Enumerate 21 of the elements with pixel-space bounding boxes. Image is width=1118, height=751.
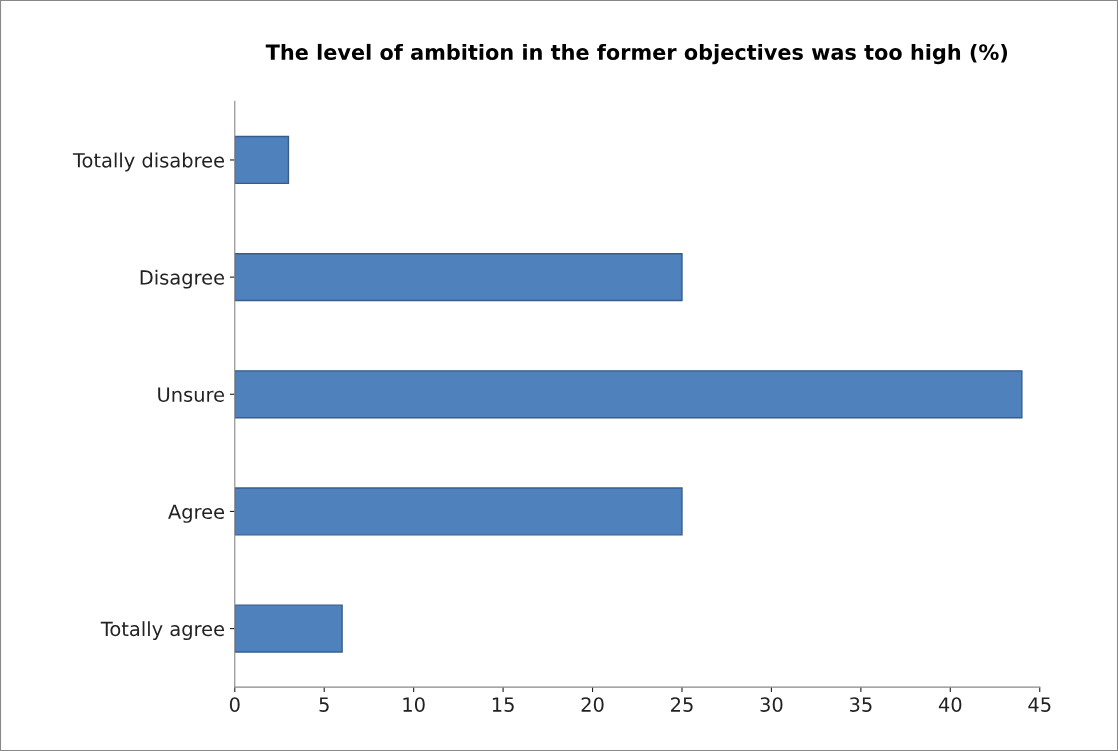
x-tick-label: 0 — [229, 697, 240, 712]
x-tick-label: 25 — [671, 697, 693, 712]
x-tick-label: 30 — [760, 697, 783, 712]
x-tick-label: 10 — [403, 697, 425, 712]
y-tick-label: Disagree — [140, 269, 225, 289]
x-tick-label: 40 — [938, 697, 962, 712]
y-tick-label: Totally disabree — [72, 152, 225, 172]
bar — [234, 370, 1023, 419]
bar — [234, 135, 290, 185]
x-tick-label: 5 — [319, 697, 329, 712]
y-tick-label: Totally agree — [100, 621, 225, 641]
x-tick-label: 45 — [1028, 697, 1051, 712]
y-tick-label: Unsure — [158, 387, 225, 402]
x-tick-label: 20 — [581, 697, 604, 712]
bar — [234, 604, 343, 653]
bar — [234, 487, 683, 536]
x-tick-label: 15 — [492, 697, 514, 712]
y-tick-label: Agree — [168, 504, 225, 523]
x-tick-label: 35 — [849, 697, 872, 712]
chart-title: The level of ambition in the former objectives was too high (%) — [265, 43, 1008, 65]
bar — [234, 252, 683, 302]
